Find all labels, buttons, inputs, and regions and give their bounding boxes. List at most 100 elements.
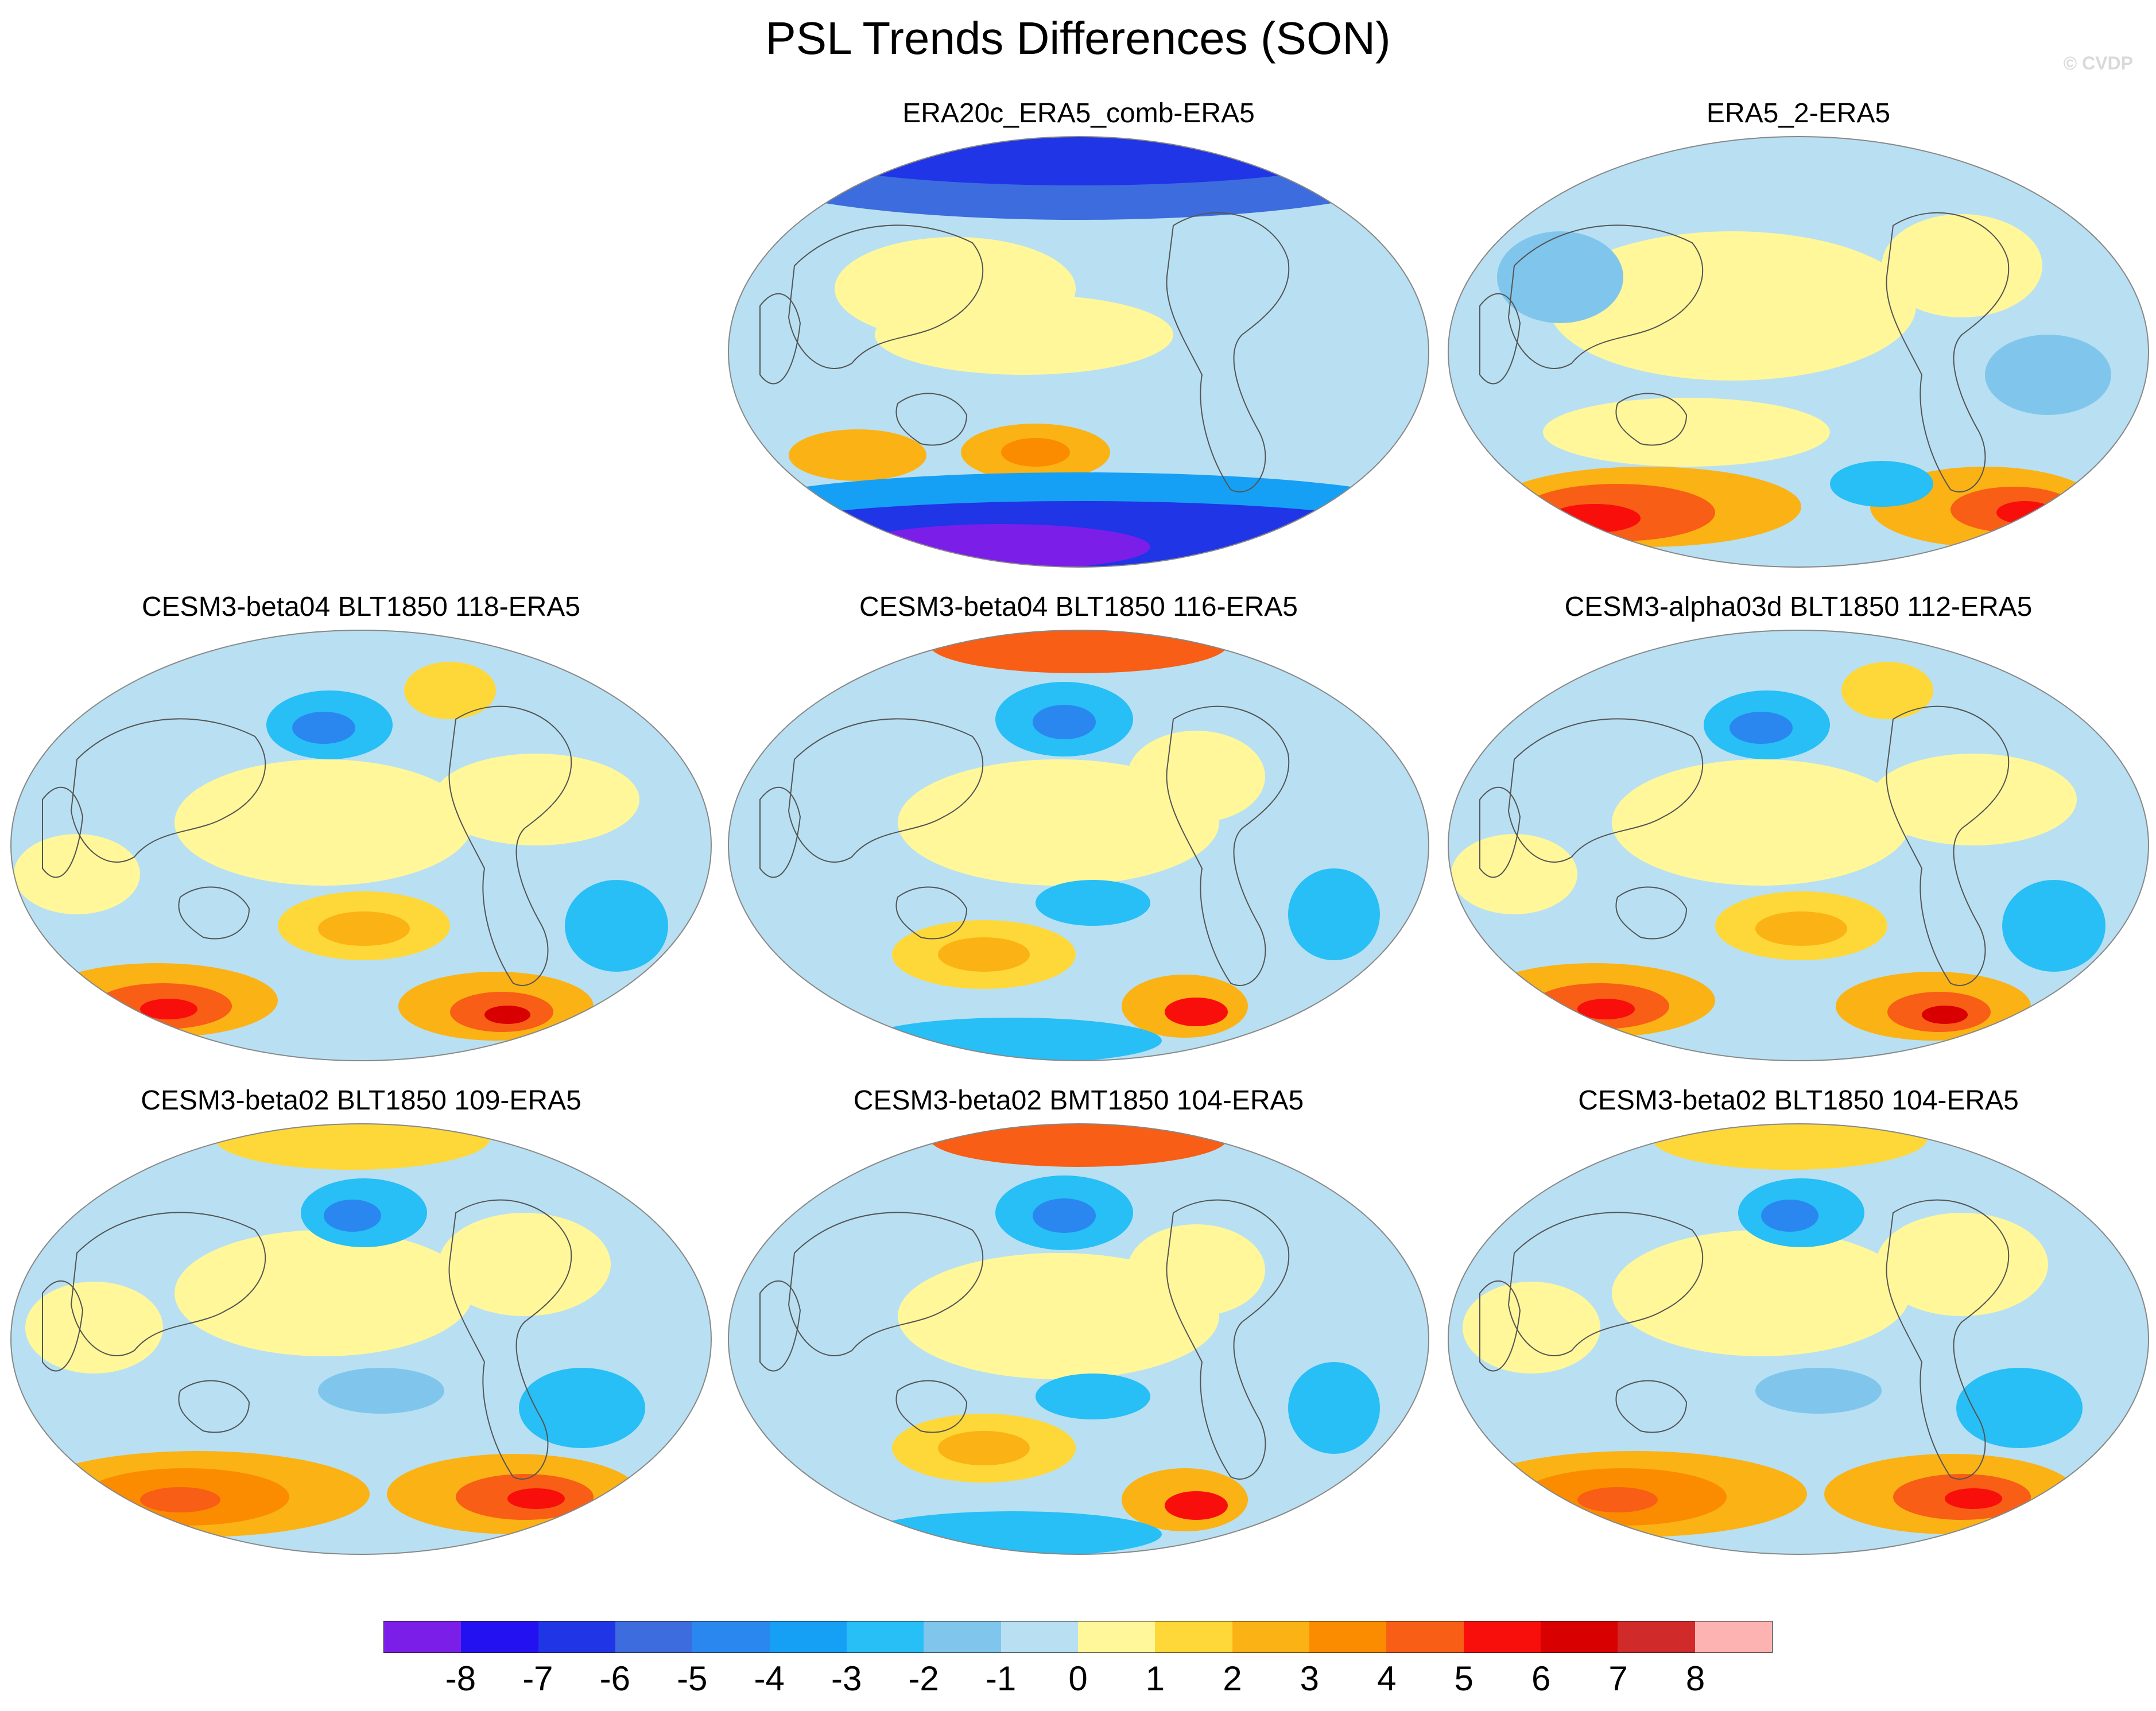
- colorbar-tick-label: -5: [677, 1659, 708, 1698]
- colorbar-tick-label: 2: [1223, 1659, 1242, 1698]
- map-border: [728, 1123, 1429, 1555]
- coastline: [759, 1280, 801, 1372]
- coastline: [895, 886, 968, 940]
- colorbar-swatch: [769, 1621, 847, 1652]
- colorbar-tick-label: 4: [1377, 1659, 1397, 1698]
- contour-region: [1755, 911, 1847, 946]
- contour-region: [1985, 335, 2111, 415]
- contour-region: [938, 1431, 1030, 1465]
- contour-region: [507, 1488, 565, 1509]
- contour-region: [1761, 1200, 1818, 1232]
- map-border: [1448, 630, 2149, 1061]
- colorbar-swatch: [1001, 1621, 1078, 1652]
- coastline: [1507, 1212, 1704, 1356]
- colorbar-swatch: [1232, 1621, 1309, 1652]
- coastline: [70, 718, 266, 863]
- map-beta04-116: [728, 630, 1429, 1061]
- map-field: [1448, 137, 2149, 567]
- colorbar-tick-label: -4: [754, 1659, 785, 1698]
- contour-region: [1288, 1362, 1380, 1454]
- coastline: [1615, 1380, 1688, 1433]
- coastline: [1479, 293, 1521, 385]
- contour-region: [929, 1124, 1228, 1167]
- coastline: [1615, 393, 1688, 446]
- contour-region: [792, 137, 1366, 185]
- contour-region: [433, 754, 639, 845]
- map-era20c: [728, 136, 1429, 568]
- map-field: [1448, 630, 2149, 1061]
- panel-title: CESM3-beta02 BLT1850 104-ERA5: [1578, 1085, 2019, 1116]
- contour-region: [1033, 705, 1096, 739]
- contour-region: [1876, 1213, 2048, 1316]
- contour-region: [875, 294, 1173, 375]
- contour-region: [1922, 1006, 1968, 1024]
- map-beta02-blt-104: [1448, 1123, 2149, 1555]
- contour-region: [1127, 731, 1265, 822]
- contour-region: [140, 999, 197, 1019]
- coastline: [42, 786, 84, 878]
- map-border: [1448, 136, 2149, 568]
- contour-region: [404, 662, 496, 719]
- contour-region: [1956, 1368, 2083, 1448]
- colorbar-tick-label: -6: [599, 1659, 630, 1698]
- contour-region: [1755, 1368, 1882, 1414]
- contour-region: [1841, 662, 1933, 719]
- contour-region: [318, 1368, 444, 1414]
- coastline: [1615, 886, 1688, 940]
- colorbar-tick-label: -7: [522, 1659, 553, 1698]
- contour-region: [1036, 1374, 1150, 1419]
- contour-region: [1549, 504, 1641, 533]
- colorbar-swatch: [461, 1621, 538, 1652]
- map-panel-3: CESM3-beta04 BLT1850 118-ERA5: [8, 590, 714, 1066]
- coastline: [1886, 212, 2010, 492]
- contour-region: [1945, 1488, 2002, 1509]
- panel-title: ERA5_2-ERA5: [1706, 98, 1891, 129]
- contour-region: [1165, 998, 1228, 1026]
- contour-region: [1127, 1224, 1265, 1316]
- contour-region: [25, 1282, 163, 1374]
- contour-region: [1730, 712, 1793, 744]
- panel-title: CESM3-beta02 BMT1850 104-ERA5: [853, 1085, 1304, 1116]
- map-border: [728, 136, 1429, 568]
- map-border: [10, 630, 712, 1061]
- map-panel-1: ERA20c_ERA5_comb-ERA5: [726, 96, 1432, 573]
- contour-region: [1463, 1282, 1600, 1374]
- map-panel-8: CESM3-beta02 BLT1850 104-ERA5: [1445, 1084, 2151, 1560]
- coastline: [1507, 718, 1704, 863]
- coastline: [178, 886, 250, 940]
- contour-region: [1036, 880, 1150, 926]
- colorbar-tick-label: -1: [985, 1659, 1017, 1698]
- coastline: [1886, 705, 2010, 986]
- map-beta02-bmt-104: [728, 1123, 1429, 1555]
- colorbar-swatch: [1540, 1621, 1618, 1652]
- colorbar-tick-label: -3: [831, 1659, 862, 1698]
- colorbar-tick-label: 1: [1145, 1659, 1165, 1698]
- coastline: [70, 1212, 266, 1356]
- colorbar-swatch: [846, 1621, 924, 1652]
- map-field: [11, 630, 711, 1061]
- contour-region: [2002, 880, 2105, 972]
- contour-region: [215, 1124, 490, 1170]
- coastline: [759, 786, 801, 878]
- contour-region: [1001, 438, 1070, 467]
- coastline: [788, 1212, 984, 1356]
- map-era5-2: [1448, 136, 2149, 568]
- contour-region: [1033, 1198, 1096, 1233]
- map-field: [1448, 1124, 2149, 1554]
- map-beta04-118: [10, 630, 712, 1061]
- contour-region: [1830, 461, 1933, 507]
- colorbar-swatch: [1463, 1621, 1541, 1652]
- contour-region: [324, 1200, 381, 1232]
- map-alpha03d-112: [1448, 630, 2149, 1061]
- contour-region: [1612, 1230, 1910, 1356]
- map-field: [728, 137, 1429, 567]
- coastline: [42, 1280, 84, 1372]
- contour-region: [1543, 398, 1830, 467]
- colorbar-swatch: [924, 1621, 1001, 1652]
- coastline: [1166, 705, 1290, 986]
- contour-region: [318, 911, 410, 946]
- coastline: [1886, 1199, 2010, 1480]
- contour-region: [292, 712, 355, 744]
- map-panel-7: CESM3-beta02 BMT1850 104-ERA5: [726, 1084, 1432, 1560]
- contour-region: [1577, 1487, 1658, 1512]
